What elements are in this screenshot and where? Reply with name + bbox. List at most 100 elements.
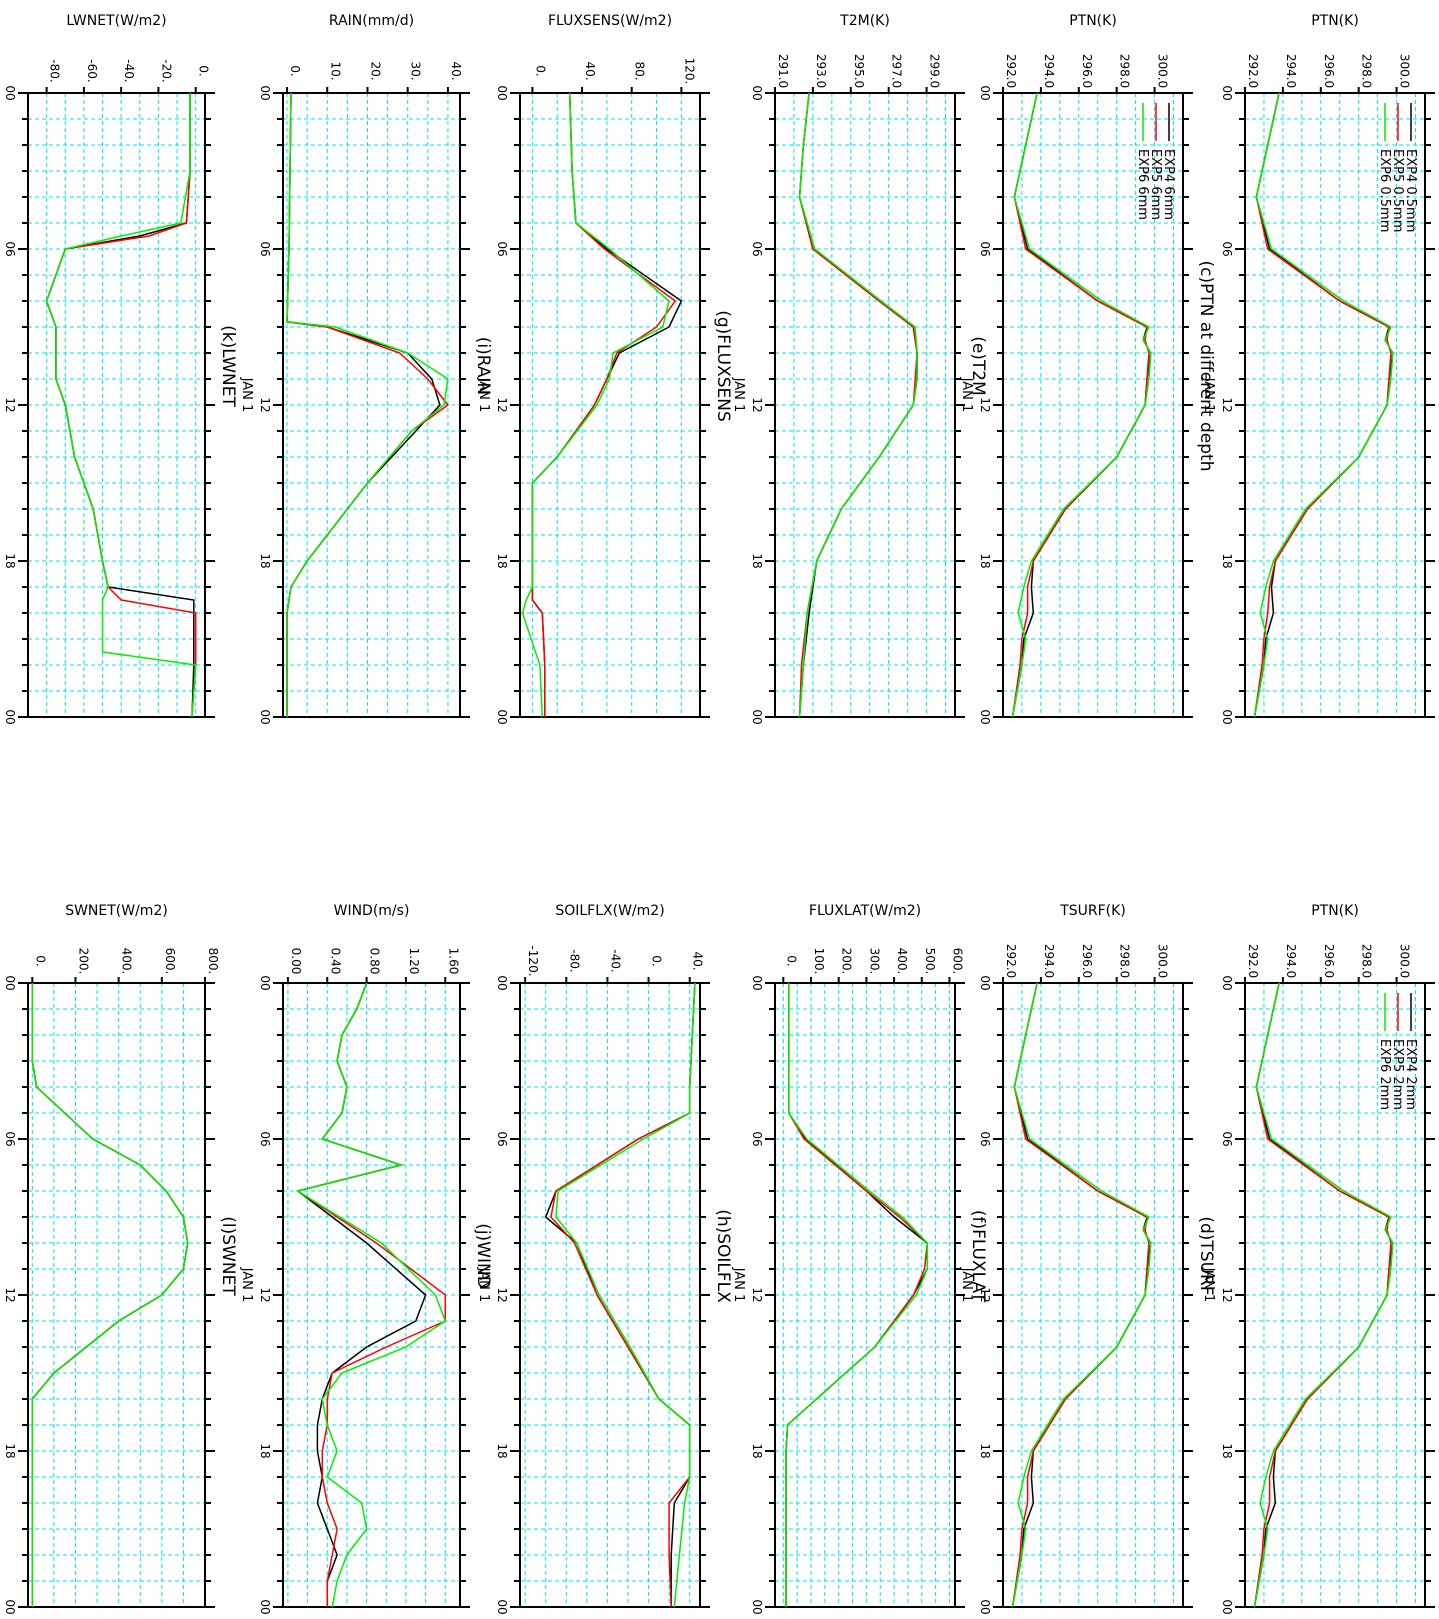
y-tick-label: 200. [76, 948, 90, 975]
series-line-5 [550, 982, 696, 1608]
x-axis-label: JAN 1 [1201, 377, 1216, 413]
x-tick-label: 12 [3, 397, 17, 412]
y-tick-label: 298.0 [1118, 944, 1132, 978]
y-axis-title: T2M(K) [839, 13, 890, 29]
y-tick-label: 40. [691, 951, 705, 970]
y-tick-label: 500. [923, 948, 937, 975]
y-axis-title: PTN(K) [1311, 13, 1359, 29]
y-tick-label: 800. [206, 948, 220, 975]
y-axis-title: SOILFLX(W/m2) [555, 903, 664, 919]
x-tick-label: 00 [978, 975, 992, 990]
panel-j: 0.00 0.40 0.80 1.20 1.60 00 06 12 18 00 JAN 1 WIND(… [239, 903, 493, 1615]
x-tick-label: 00 [495, 85, 509, 100]
y-axis-title: PTN(K) [1311, 903, 1359, 919]
series-line-6 [1253, 92, 1394, 718]
y-tick-label: 0. [33, 955, 47, 966]
y-tick-label: 293.0 [814, 54, 828, 88]
y-tick-label: 292.0 [1246, 54, 1260, 88]
x-tick-label: 12 [750, 397, 764, 412]
legend-entry: EXP4 2mm [1403, 1039, 1418, 1110]
y-axis-title: RAIN(mm/d) [329, 13, 414, 29]
y-axis-title: FLUXLAT(W/m2) [809, 903, 921, 919]
series-line-4 [785, 983, 929, 1607]
y-tick-label: 298.0 [1118, 54, 1132, 88]
x-tick-label: 06 [1220, 1131, 1234, 1146]
y-axis-title: TSURF(K) [1059, 903, 1126, 919]
y-tick-label: 1.60 [446, 948, 460, 975]
x-tick-label: 00 [495, 975, 509, 990]
x-tick-label: 12 [750, 1287, 764, 1302]
x-tick-label: 00 [3, 1599, 17, 1614]
y-tick-label: 294.0 [1284, 54, 1298, 88]
x-tick-label: 18 [978, 1443, 992, 1458]
y-tick-label: 100. [812, 948, 826, 975]
y-tick-label: 300. [867, 948, 881, 975]
y-tick-label: -20. [159, 59, 173, 82]
y-tick-label: 300.0 [1398, 944, 1412, 978]
series-line-6 [785, 983, 929, 1607]
y-tick-label: 0. [533, 65, 547, 76]
x-axis-label: JAN 1 [476, 377, 491, 413]
y-tick-label: 10. [328, 61, 342, 80]
legend-entry: EXP4 0.5mm [1403, 149, 1418, 232]
y-tick-label: 400. [120, 948, 134, 975]
y-tick-label: 291.0 [776, 54, 790, 88]
y-axis-title: SWNET(W/m2) [65, 903, 168, 919]
x-tick-label: 12 [978, 397, 992, 412]
y-tick-label: 300.0 [1156, 54, 1170, 88]
y-tick-label: 30. [409, 61, 423, 80]
x-tick-label: 00 [750, 85, 764, 100]
y-axis-title: LWNET(W/m2) [66, 13, 166, 29]
plot-frame [519, 92, 701, 718]
y-tick-label: 20. [368, 61, 382, 80]
x-tick-label: 00 [978, 709, 992, 724]
y-tick-label: 292.0 [1004, 944, 1018, 978]
y-tick-label: 297.0 [890, 54, 904, 88]
y-tick-label: 296.0 [1080, 944, 1094, 978]
series-line-5 [785, 983, 929, 1607]
y-tick-label: 600. [950, 948, 964, 975]
series-line-5 [531, 92, 677, 717]
plot-frame [774, 92, 956, 718]
y-tick-label: -120. [526, 945, 540, 976]
y-tick-label: 600. [163, 948, 177, 975]
x-tick-label: 18 [750, 1443, 764, 1458]
x-tick-label: 12 [495, 397, 509, 412]
y-tick-label: 40. [583, 61, 597, 80]
y-tick-label: 400. [895, 948, 909, 975]
x-tick-label: 06 [750, 241, 764, 256]
x-tick-label: 18 [978, 553, 992, 568]
series-line-6 [45, 93, 197, 718]
x-tick-label: 00 [3, 975, 17, 990]
y-tick-label: 0. [650, 955, 664, 966]
panel-title: (j)WIND [473, 1223, 493, 1289]
x-tick-label: 00 [750, 975, 764, 990]
y-tick-label: 296.0 [1322, 54, 1336, 88]
y-tick-label: 300.0 [1156, 944, 1170, 978]
x-tick-label: 18 [1220, 1443, 1234, 1458]
panel-title: (i)RAIN [473, 337, 493, 395]
x-tick-label: 18 [1220, 553, 1234, 568]
x-tick-label: 00 [750, 709, 764, 724]
x-tick-label: 00 [495, 709, 509, 724]
legend-entry: EXP4 6mm [1161, 149, 1176, 220]
panel-c: 292.0 294.0 296.0 298.0 300.0 00 06 12 18 00 JAN 1… [959, 13, 1216, 725]
panel-i: 0. 10. 20. 30. 40. 00 06 12 18 00 JAN 1 RAIN(mm/d) (… [239, 13, 493, 725]
y-tick-label: 0.40 [328, 948, 342, 975]
x-tick-label: 12 [1220, 397, 1234, 412]
y-tick-label: -80. [567, 949, 581, 972]
y-tick-label: -40. [122, 59, 136, 82]
y-tick-label: 292.0 [1004, 54, 1018, 88]
y-tick-label: 296.0 [1080, 54, 1094, 88]
x-tick-label: 06 [495, 241, 509, 256]
x-tick-label: 06 [258, 241, 272, 256]
panel-g: 0. 40. 80. 120. 00 06 12 18 00 JAN 1 FLUXSENS(W/m2… [476, 13, 733, 725]
x-axis-label: JAN 1 [1201, 1267, 1216, 1303]
panel-d: 292.0 294.0 296.0 298.0 300.0 00 06 12 18 00 JAN 1… [959, 903, 1216, 1615]
series-line-6 [521, 92, 670, 718]
panel-title: (d)TSURF [1196, 1216, 1216, 1295]
x-tick-label: 00 [750, 1599, 764, 1614]
x-tick-label: 18 [258, 1443, 272, 1458]
